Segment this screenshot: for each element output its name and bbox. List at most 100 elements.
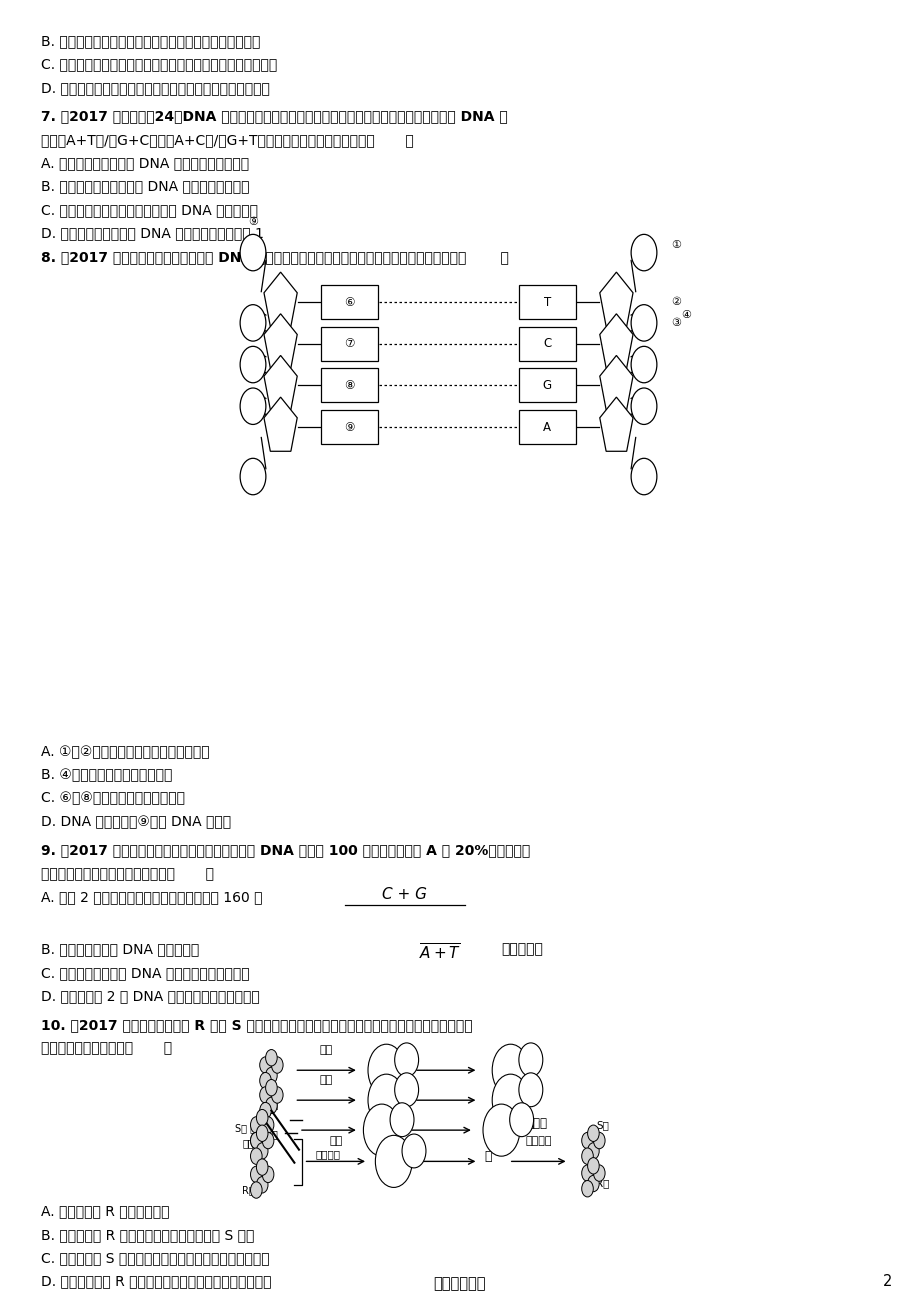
Circle shape [492, 1044, 528, 1096]
Text: 注射: 注射 [329, 1135, 342, 1146]
Circle shape [250, 1167, 262, 1182]
Circle shape [509, 1103, 533, 1137]
Circle shape [587, 1157, 598, 1174]
Circle shape [256, 1109, 267, 1126]
Text: A. 碱基序列不同的双链 DNA 分子，后一比值不同: A. 碱基序列不同的双链 DNA 分子，后一比值不同 [41, 156, 249, 171]
Circle shape [250, 1117, 262, 1133]
Circle shape [240, 234, 266, 271]
Text: 活: 活 [533, 1057, 540, 1070]
Text: 8. （2017 浙江绿色联盟联考）下图为 DNA 分子结构片段平面图。下列有关该图的描述，正确的是（       ）: 8. （2017 浙江绿色联盟联考）下图为 DNA 分子结构片段平面图。下列有关… [41, 250, 509, 264]
FancyBboxPatch shape [518, 410, 575, 444]
Circle shape [390, 1103, 414, 1137]
Circle shape [266, 1079, 277, 1096]
Text: 实验的叙述，错误的是（       ）: 实验的叙述，错误的是（ ） [41, 1042, 173, 1056]
Text: ①: ① [671, 240, 681, 250]
Circle shape [394, 1073, 418, 1107]
Text: R型: R型 [265, 1099, 278, 1109]
Circle shape [581, 1148, 593, 1164]
Polygon shape [264, 355, 297, 410]
Text: 【加试提升】: 【加试提升】 [433, 1276, 486, 1292]
Text: ⑦: ⑦ [344, 337, 355, 350]
Circle shape [240, 305, 266, 341]
Text: 注射: 注射 [389, 1100, 402, 1111]
Text: B. 前一个比值越大，双链 DNA 分子的稳定性越高: B. 前一个比值越大，双链 DNA 分子的稳定性越高 [41, 180, 250, 194]
Circle shape [581, 1181, 593, 1197]
Text: ④: ④ [680, 310, 690, 320]
Text: D. 在一定条件下 R 型菌实现转化是因为其发生了基因突变: D. 在一定条件下 R 型菌实现转化是因为其发生了基因突变 [41, 1275, 272, 1289]
Text: ⑥: ⑥ [344, 296, 355, 309]
Text: C. 实验一中，培养时间过短会影响上清液中放射性物质的含量: C. 实验一中，培养时间过短会影响上清液中放射性物质的含量 [41, 57, 278, 72]
Text: 不死亡: 不死亡 [526, 1117, 547, 1130]
Circle shape [518, 1043, 542, 1077]
Circle shape [266, 1049, 277, 1066]
Text: ③: ③ [671, 318, 681, 328]
Circle shape [266, 1098, 277, 1113]
Text: D. DNA 复制时断开⑨需要 DNA 聚合酶: D. DNA 复制时断开⑨需要 DNA 聚合酶 [41, 815, 232, 829]
Text: 注射: 注射 [320, 1044, 333, 1055]
Text: C. 当两个比值相同时，可判断这个 DNA 分子是双链: C. 当两个比值相同时，可判断这个 DNA 分子是双链 [41, 203, 258, 217]
Text: C: C [543, 337, 550, 350]
Circle shape [630, 234, 656, 271]
Circle shape [256, 1128, 267, 1143]
Circle shape [394, 1043, 418, 1077]
Polygon shape [264, 272, 297, 327]
Circle shape [630, 458, 656, 495]
Circle shape [256, 1143, 267, 1159]
Text: S型: S型 [255, 1159, 268, 1169]
Circle shape [240, 388, 266, 424]
Text: R型: R型 [242, 1185, 255, 1195]
Circle shape [271, 1087, 283, 1103]
Text: 与亲代不同: 与亲代不同 [501, 943, 543, 957]
Text: ⑧: ⑧ [344, 379, 355, 392]
FancyBboxPatch shape [321, 410, 378, 444]
Text: ⑨: ⑨ [344, 421, 355, 434]
Circle shape [375, 1135, 412, 1187]
Circle shape [630, 388, 656, 424]
Text: 杀死: 杀死 [243, 1138, 254, 1148]
Circle shape [630, 305, 656, 341]
Circle shape [587, 1143, 598, 1159]
Text: C. 双链全部解开后在 DNA 聚合酶催化下合成子链: C. 双链全部解开后在 DNA 聚合酶催化下合成子链 [41, 966, 250, 980]
Circle shape [259, 1087, 271, 1103]
Text: B. 与被标记的噬菌体混合的细菌也要用放射性同位素标记: B. 与被标记的噬菌体混合的细菌也要用放射性同位素标记 [41, 34, 260, 48]
Text: C. ⑥和⑧分别为腺嘌呤和胸腺嘧啶: C. ⑥和⑧分别为腺嘌呤和胸腺嘧啶 [41, 792, 186, 806]
Text: 10. （2017 浙江杭州期末）用 R 型和 S 型肺炎双球菌进行实验，其过程和结果如图所示。下列关于该: 10. （2017 浙江杭州期末）用 R 型和 S 型肺炎双球菌进行实验，其过程… [41, 1018, 472, 1032]
Text: 加热杀死: 加热杀死 [315, 1150, 341, 1160]
Circle shape [492, 1074, 528, 1126]
Text: 7. （2017 海南高考，24）DNA 分子的稳定性与碱基对之间的氢键数目有关。下列关于生物体内 DNA 分: 7. （2017 海南高考，24）DNA 分子的稳定性与碱基对之间的氢键数目有关… [41, 109, 507, 124]
Text: D. 经半保留复制得到的 DNA 分子，后一比值等于 1: D. 经半保留复制得到的 DNA 分子，后一比值等于 1 [41, 227, 264, 241]
Text: ×: × [505, 1094, 516, 1107]
Circle shape [587, 1125, 598, 1142]
Text: T: T [543, 296, 550, 309]
Text: 2: 2 [882, 1273, 891, 1289]
Circle shape [271, 1057, 283, 1073]
Text: D. 复制形成的 2 个 DNA 分子位于姐妹染色单体上: D. 复制形成的 2 个 DNA 分子位于姐妹染色单体上 [41, 990, 260, 1004]
Text: S型: S型 [596, 1120, 608, 1130]
Text: A. 复制 2 次需要游离的胸腺嘧啶脱氧核苷酸 160 个: A. 复制 2 次需要游离的胸腺嘧啶脱氧核苷酸 160 个 [41, 891, 263, 905]
Circle shape [482, 1104, 519, 1156]
Circle shape [256, 1159, 267, 1176]
Circle shape [262, 1133, 274, 1148]
FancyBboxPatch shape [518, 368, 575, 402]
Text: ⑨: ⑨ [248, 216, 257, 227]
Text: A: A [543, 421, 550, 434]
Text: A. 该实验说明 R 型菌是无毒的: A. 该实验说明 R 型菌是无毒的 [41, 1204, 170, 1219]
Text: 该片段复制过程的描述，正确的是（       ）: 该片段复制过程的描述，正确的是（ ） [41, 867, 214, 881]
Circle shape [256, 1177, 267, 1193]
Circle shape [581, 1133, 593, 1148]
Text: R型: R型 [596, 1178, 609, 1189]
Text: 死: 死 [533, 1087, 540, 1100]
Polygon shape [264, 397, 297, 452]
Text: 注射: 注射 [320, 1074, 333, 1085]
Text: 9. （2017 浙江名校协作体期初考）某真核生物核 DNA 片段有 100 个碱基对，其中 A 占 20%，下列有关: 9. （2017 浙江名校协作体期初考）某真核生物核 DNA 片段有 100 个… [41, 844, 530, 858]
FancyBboxPatch shape [321, 285, 378, 319]
Text: D. 实验一中，搅拌不充分会影响上清液中放射性物质的含量: D. 实验一中，搅拌不充分会影响上清液中放射性物质的含量 [41, 81, 270, 95]
Circle shape [259, 1073, 271, 1088]
Text: S型: S型 [265, 1129, 278, 1139]
Text: A. ①和②交替连接构成该片段的基本骨架: A. ①和②交替连接构成该片段的基本骨架 [41, 745, 210, 759]
Circle shape [581, 1165, 593, 1181]
Circle shape [402, 1134, 425, 1168]
FancyBboxPatch shape [321, 327, 378, 361]
Text: 组织分析: 组织分析 [525, 1135, 551, 1146]
Circle shape [593, 1165, 605, 1181]
